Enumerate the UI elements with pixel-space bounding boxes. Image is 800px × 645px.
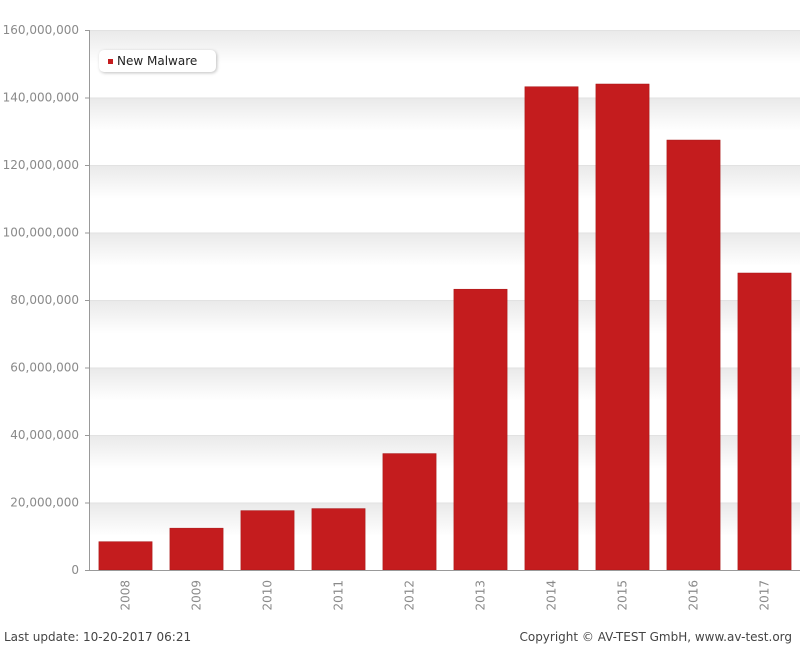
y-tick-label: 60,000,000 bbox=[10, 361, 79, 375]
x-tick-label: 2011 bbox=[332, 580, 346, 611]
bar-2008[interactable] bbox=[98, 541, 153, 571]
x-tick-label: 2016 bbox=[687, 580, 701, 611]
bar-2014[interactable] bbox=[524, 86, 579, 571]
bar-2016[interactable] bbox=[666, 139, 721, 571]
x-tick-label: 2014 bbox=[545, 580, 559, 611]
x-tick-label: 2008 bbox=[119, 580, 133, 611]
x-tick-label: 2010 bbox=[261, 580, 275, 611]
x-axis-ticks: 2008 2009 2010 2011 2012 2013 2014 2015 2016 2017 bbox=[119, 580, 772, 611]
bars bbox=[98, 83, 792, 571]
bar-2010[interactable] bbox=[240, 510, 295, 571]
bar-2011[interactable] bbox=[311, 508, 366, 571]
x-tick-label: 2009 bbox=[190, 580, 204, 611]
y-tick-label: 100,000,000 bbox=[3, 226, 79, 240]
y-tick-label: 80,000,000 bbox=[10, 293, 79, 307]
x-tick-label: 2015 bbox=[616, 580, 630, 611]
legend-label: New Malware bbox=[117, 54, 198, 68]
bar-2017[interactable] bbox=[737, 272, 792, 571]
bar-2009[interactable] bbox=[169, 527, 224, 571]
bar-2012[interactable] bbox=[382, 453, 437, 571]
x-tick-label: 2012 bbox=[403, 580, 417, 611]
x-tick-label: 2017 bbox=[758, 580, 772, 611]
legend: New Malware bbox=[99, 50, 216, 72]
bar-2013[interactable] bbox=[453, 288, 508, 571]
y-tick-label: 160,000,000 bbox=[3, 23, 79, 37]
x-tick-label: 2013 bbox=[474, 580, 488, 611]
y-tick-label: 40,000,000 bbox=[10, 428, 79, 442]
y-tick-label: 0 bbox=[71, 563, 79, 577]
bar-2015[interactable] bbox=[595, 83, 650, 571]
y-axis-ticks: 0 20,000,000 40,000,000 60,000,000 80,000,00… bbox=[3, 23, 90, 577]
y-tick-label: 120,000,000 bbox=[3, 158, 79, 172]
grid-band bbox=[90, 97, 800, 132]
y-tick-label: 20,000,000 bbox=[10, 496, 79, 510]
legend-swatch bbox=[108, 58, 113, 64]
copyright-text: Copyright © AV-TEST GmbH, www.av-test.or… bbox=[519, 630, 792, 644]
y-tick-label: 140,000,000 bbox=[3, 91, 79, 105]
last-update-text: Last update: 10-20-2017 06:21 bbox=[4, 630, 192, 644]
